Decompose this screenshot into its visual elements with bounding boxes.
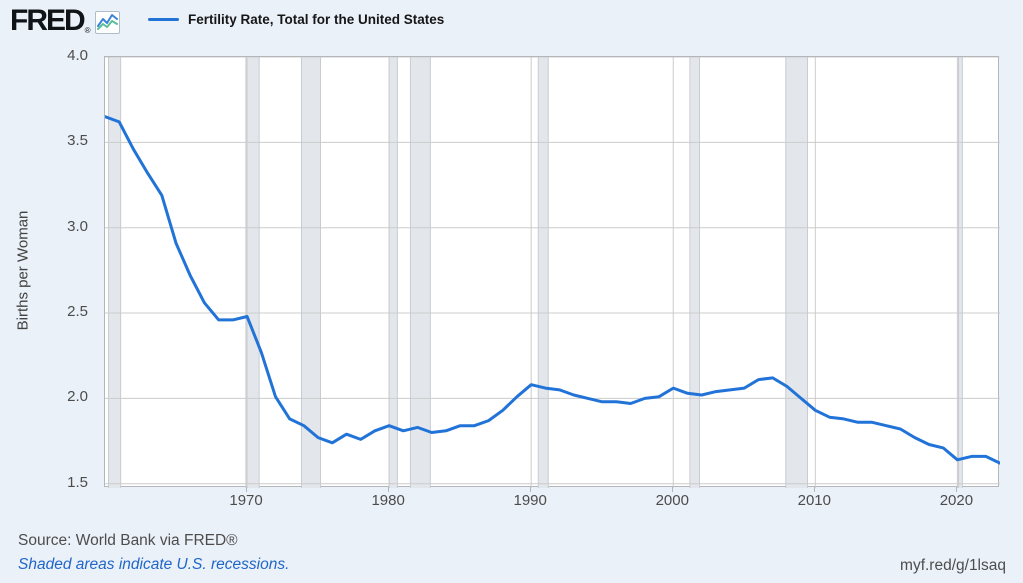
x-tick-mark [956, 487, 958, 492]
source-attribution: Source: World Bank via FRED® [18, 532, 238, 549]
y-axis-title: Births per Woman [14, 210, 32, 331]
recession-band [958, 57, 963, 488]
fred-logo-text: FRED [10, 4, 86, 37]
x-tick-mark [814, 487, 816, 492]
x-tick-label: 1990 [513, 492, 547, 509]
recession-band [410, 57, 431, 488]
fertility-rate-series-line [105, 115, 1000, 465]
x-tick-mark [388, 487, 390, 492]
y-tick-label: 3.0 [67, 217, 88, 235]
recession-band [108, 57, 121, 488]
x-tick-mark [530, 487, 532, 492]
graph-short-url-link[interactable]: myf.red/g/1lsaq [900, 557, 1006, 574]
x-tick-label: 1980 [371, 492, 405, 509]
recession-band [785, 57, 808, 488]
y-tick-label: 2.0 [67, 388, 88, 406]
y-tick-label: 3.5 [67, 132, 88, 150]
x-tick-label: 2020 [939, 492, 974, 509]
x-tick-label: 1970 [229, 492, 263, 509]
recession-band [689, 57, 700, 488]
fred-logo-registered-mark: ® [84, 26, 91, 35]
x-tick-mark [246, 487, 248, 492]
fred-logo[interactable]: FRED ® [10, 6, 120, 36]
legend-item[interactable]: Fertility Rate, Total for the United Sta… [148, 12, 444, 27]
chart-plot-area[interactable] [104, 56, 1000, 488]
recession-band [389, 57, 398, 488]
sparkline-icon [94, 11, 120, 34]
x-tick-label: 2000 [655, 492, 689, 509]
recession-band [245, 57, 260, 488]
recession-band [538, 57, 549, 488]
header: FRED ® Fertility Rate, Total for the Uni… [0, 0, 1023, 46]
fertility-rate-line-chart[interactable] [105, 57, 1000, 488]
y-tick-label: 1.5 [67, 473, 88, 491]
x-tick-mark [672, 487, 674, 492]
x-tick-label: 2010 [797, 492, 831, 509]
y-tick-label: 4.0 [67, 47, 88, 64]
legend-line-swatch-icon [148, 18, 179, 21]
legend-series-label: Fertility Rate, Total for the United Sta… [188, 12, 445, 27]
y-tick-label: 2.5 [67, 303, 88, 321]
recession-note-link[interactable]: Shaded areas indicate U.S. recessions. [18, 556, 290, 573]
recession-band [301, 57, 321, 488]
